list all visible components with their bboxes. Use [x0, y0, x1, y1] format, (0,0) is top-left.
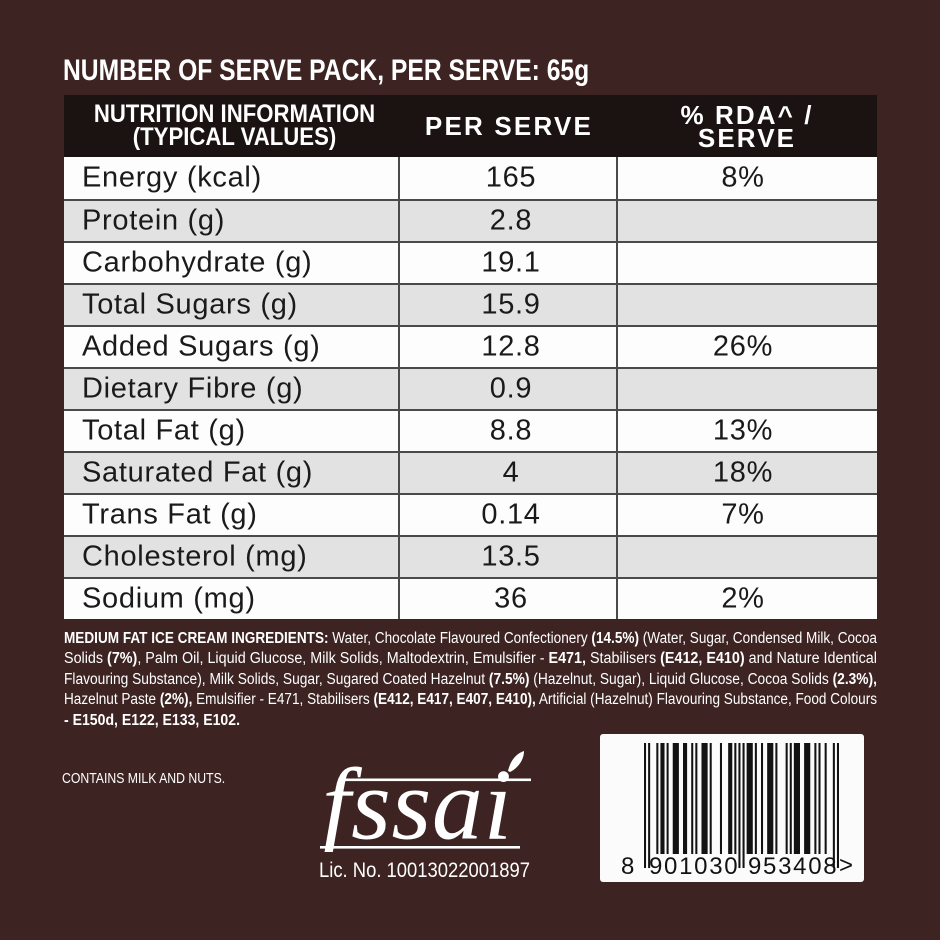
svg-text:fssai: fssai	[322, 749, 512, 853]
svg-text:901030: 901030	[649, 853, 739, 880]
svg-text:953408: 953408	[748, 853, 838, 880]
svg-text:8: 8	[621, 853, 634, 880]
svg-text:>: >	[839, 852, 853, 879]
